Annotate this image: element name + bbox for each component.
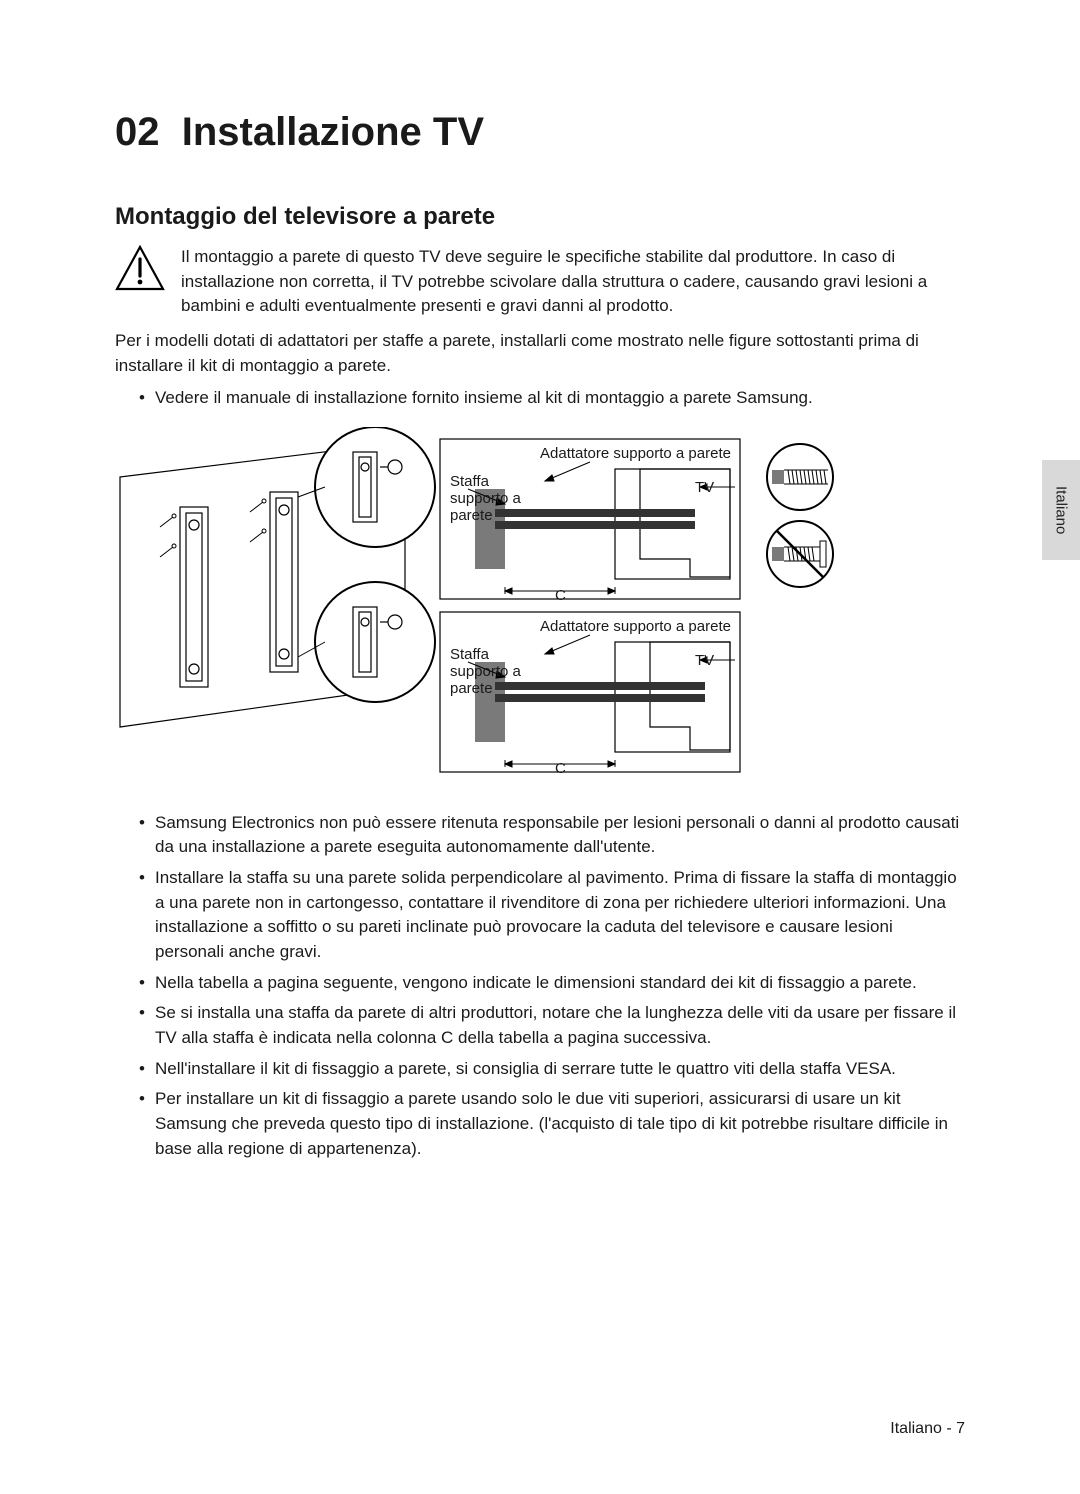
warning-triangle-icon (115, 245, 165, 291)
list-item: Per installare un kit di fissaggio a par… (139, 1087, 965, 1161)
warning-text: Il montaggio a parete di questo TV deve … (181, 245, 965, 319)
chapter-heading: 02 Installazione TV (115, 110, 965, 155)
figure-label-bracket-2: Staffa supporto a parete (450, 646, 530, 697)
intro-bullet-list: Vedere il manuale di installazione forni… (115, 386, 965, 411)
warning-block: Il montaggio a parete di questo TV deve … (115, 245, 965, 319)
page-footer: Italiano - 7 (890, 1420, 965, 1438)
notes-list: Samsung Electronics non può essere riten… (115, 811, 965, 1161)
installation-diagram: Adattatore supporto a parete Staffa supp… (115, 427, 965, 777)
figure-label-tv-1: TV (695, 479, 714, 496)
intro-paragraph: Per i modelli dotati di adattatori per s… (115, 329, 965, 378)
figure-label-tv-2: TV (695, 652, 714, 669)
list-item: Nella tabella a pagina seguente, vengono… (139, 971, 965, 996)
list-item: Samsung Electronics non può essere riten… (139, 811, 965, 860)
list-item: Se si installa una staffa da parete di a… (139, 1001, 965, 1050)
language-side-tab: Italiano (1042, 460, 1080, 560)
list-item: Installare la staffa su una parete solid… (139, 866, 965, 965)
figure-label-adapter-2: Adattatore supporto a parete (540, 618, 731, 635)
figure-label-adapter-1: Adattatore supporto a parete (540, 445, 731, 462)
figure-label-c-2: C (555, 760, 566, 777)
figure-label-c-1: C (555, 587, 566, 604)
side-tab-label: Italiano (1053, 486, 1070, 534)
chapter-number: 02 (115, 110, 160, 154)
list-item: Vedere il manuale di installazione forni… (139, 386, 965, 411)
list-item: Nell'installare il kit di fissaggio a pa… (139, 1057, 965, 1082)
figure-label-bracket-1: Staffa supporto a parete (450, 473, 530, 524)
chapter-title: Installazione TV (182, 110, 484, 154)
section-heading: Montaggio del televisore a parete (115, 203, 965, 231)
